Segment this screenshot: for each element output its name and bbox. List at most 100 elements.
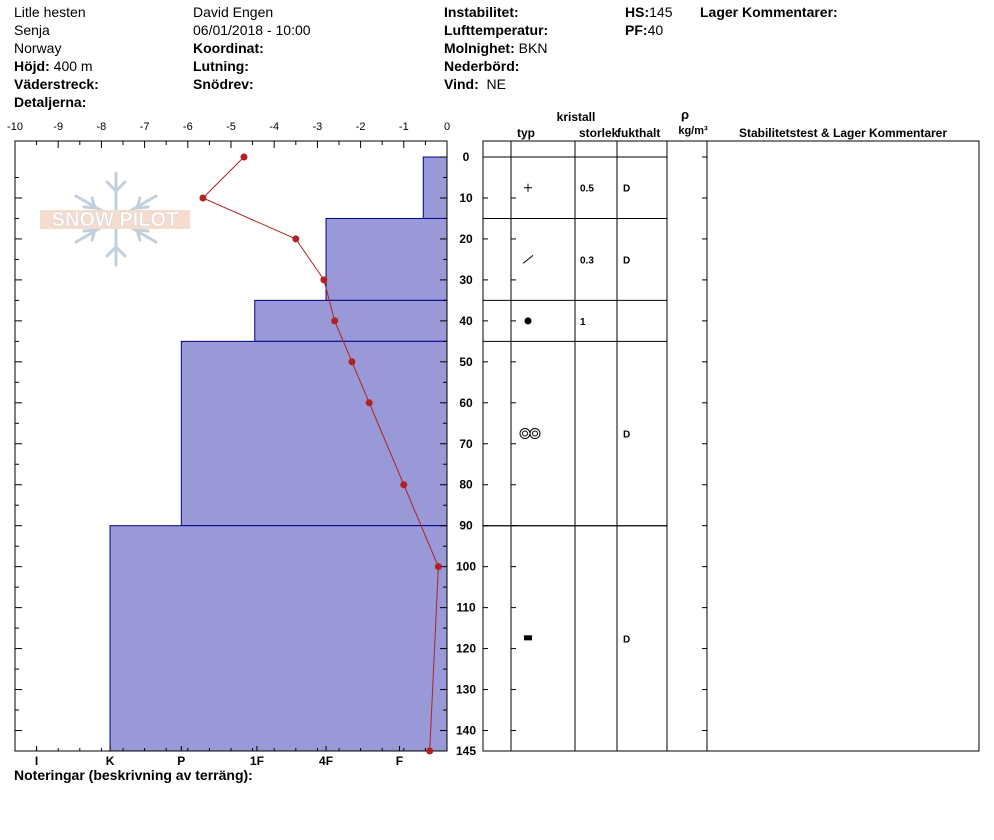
- depth-tick-label: 0: [463, 150, 470, 164]
- layer-comments-label: Lager Kommentarer:: [700, 4, 838, 20]
- temp-tick-label: -5: [226, 121, 236, 133]
- temperature-profile: [199, 153, 442, 755]
- logo-band: [40, 210, 190, 229]
- depth-tick-label: 130: [456, 683, 476, 697]
- coordinate-label: Koordinat:: [193, 40, 264, 56]
- temp-profile-point: [292, 235, 300, 243]
- moisture-value: D: [623, 634, 630, 645]
- depth-tick-label: 10: [459, 191, 473, 205]
- moisture-value: D: [623, 430, 630, 441]
- depth-tick-label: 20: [459, 232, 473, 246]
- temp-tick-label: -3: [313, 121, 323, 133]
- depth-tick-label: 30: [459, 273, 473, 287]
- hardness-tick-label: I: [35, 754, 38, 768]
- precip-label: Nederbörd:: [444, 58, 520, 74]
- region-name: Senja: [14, 22, 50, 38]
- temp-tick-label: -9: [53, 121, 63, 133]
- ring-inner: [522, 430, 528, 437]
- hardness-tick-label: 1F: [250, 754, 264, 768]
- temp-profile-point: [199, 194, 207, 202]
- pf-label: PF:: [625, 22, 648, 38]
- hardness-layer-bar: [422, 156, 448, 219]
- hardness-tick-label: P: [177, 754, 185, 768]
- moisture-value: D: [623, 184, 630, 195]
- wind-value: NE: [486, 76, 506, 92]
- crystal-dot-icon: [524, 317, 532, 325]
- type-header: typ: [517, 126, 535, 140]
- cloud-label: Molnighet:: [444, 40, 515, 56]
- rho-header: ρ: [681, 107, 689, 122]
- stability-header: Stabilitetstest & Lager Kommentarer: [739, 126, 947, 140]
- hardness-tick-label: 4F: [319, 754, 333, 768]
- crystal-rounded-pair-icon: [519, 428, 541, 440]
- hardness-layer-bar: [180, 340, 448, 527]
- observation-datetime: 06/01/2018 - 10:00: [193, 22, 311, 38]
- depth-tick-label: 110: [456, 601, 476, 615]
- cloud-value: BKN: [518, 40, 548, 56]
- temp-profile-line: [202, 156, 439, 752]
- temp-tick-label: -6: [183, 121, 193, 133]
- depth-tick-label: 50: [459, 355, 473, 369]
- temp-tick-label: -2: [356, 121, 366, 133]
- depth-tick-label: 90: [459, 519, 473, 533]
- hardness-tick-label: F: [396, 754, 403, 768]
- depth-tick-label: 70: [459, 437, 473, 451]
- hs-row: HS:145: [625, 4, 672, 20]
- crystal-size-value: 1: [580, 317, 586, 328]
- temp-profile-point: [240, 153, 248, 161]
- crystal-slash-icon: [522, 255, 534, 264]
- depth-tick-label: 100: [456, 560, 476, 574]
- depth-axis: 0 10 20 30 40 50 60 70 80 90 100 110 120 130 140 145: [15, 150, 476, 758]
- elevation-label: Höjd:: [14, 58, 50, 74]
- size-header: storlek: [579, 126, 619, 140]
- ring-outer: [529, 428, 541, 440]
- temp-tick-label: -7: [140, 121, 150, 133]
- hardness-layers: [109, 156, 448, 752]
- logo-text: SNOW PILOT: [52, 209, 179, 231]
- slash-bar: [522, 255, 534, 264]
- crystal-plus-icon: [524, 183, 532, 192]
- instability-label: Instabilitet:: [444, 4, 519, 20]
- elevation-value: 400 m: [53, 58, 93, 74]
- layer-table: 0.5 D 0.3 D 1 D D: [482, 140, 980, 752]
- hs-value: 145: [649, 4, 673, 20]
- temp-profile-point: [400, 481, 408, 489]
- moisture-value: D: [623, 255, 630, 266]
- temp-tick-label: -4: [269, 121, 279, 133]
- moisture-header: fukthalt: [617, 126, 660, 140]
- density-unit-header: kg/m³: [678, 125, 708, 137]
- temp-tick-label: -10: [7, 121, 23, 133]
- airtemp-label: Lufttemperatur:: [444, 22, 549, 38]
- elevation-row: Höjd: 400 m: [14, 58, 93, 74]
- depth-tick-label: 40: [459, 314, 473, 328]
- crystal-header: kristall: [557, 110, 596, 124]
- crystal-square-icon: [524, 635, 532, 641]
- observer-name: David Engen: [193, 4, 274, 20]
- hardness-axis: I K P 1F 4F F: [14, 746, 448, 768]
- country-name: Norway: [14, 40, 62, 56]
- snowpilot-logo: SNOW PILOT: [40, 171, 190, 267]
- temp-tick-label: 0: [444, 121, 450, 133]
- slope-label: Lutning:: [193, 58, 249, 74]
- ring-inner: [532, 430, 538, 437]
- pf-value: 40: [647, 22, 664, 38]
- ring-outer: [519, 428, 531, 440]
- depth-tick-label: 80: [459, 478, 473, 492]
- aspect-label: Väderstreck:: [14, 76, 99, 92]
- dot-mark: [524, 317, 532, 325]
- crystal-size-value: 0.5: [580, 184, 594, 195]
- table-border: [482, 140, 980, 752]
- crystal-size-value: 0.3: [580, 255, 594, 266]
- temp-profile-point: [426, 747, 434, 755]
- temperature-axis: -10 -9 -8 -7 -6 -5 -4 -3 -2 -1 0: [7, 121, 450, 148]
- temp-profile-point: [365, 399, 373, 407]
- hs-label: HS:: [625, 4, 650, 20]
- cloud-row: Molnighet: BKN: [444, 40, 547, 56]
- details-label: Detaljerna:: [14, 94, 87, 110]
- square-mark: [524, 635, 532, 641]
- wind-label: Vind:: [444, 76, 479, 92]
- snowdrift-label: Snödrev:: [193, 76, 254, 92]
- temp-profile-point: [331, 317, 339, 325]
- hardness-layer-bar: [254, 299, 448, 342]
